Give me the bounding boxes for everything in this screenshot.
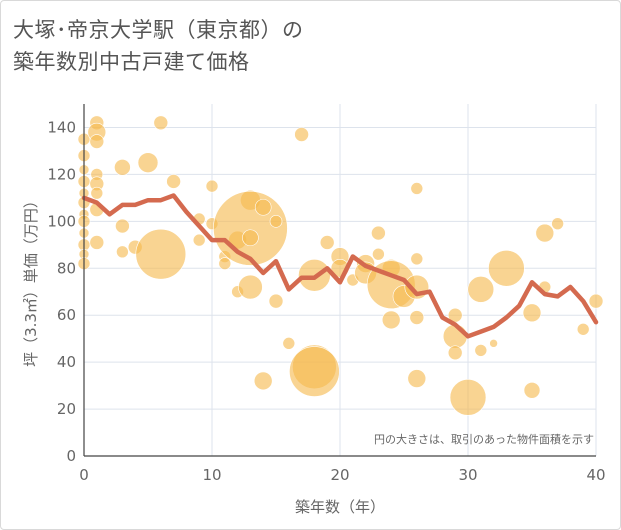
bubble-point [135,228,187,280]
bubble-point [551,217,564,230]
bubble-point [89,235,105,250]
bubble-point [371,225,386,241]
bubble-point [442,324,468,349]
chart-title-line2: 築年数別中古戸建て価格 [13,50,250,74]
axes [83,104,596,457]
y-tick-label: 40 [57,353,76,371]
bubble-point [535,223,555,243]
bubble-point [489,339,498,348]
bubble-point [242,229,259,247]
bubble-point [381,310,401,330]
bubble-point [294,127,309,142]
bubble-point [474,344,488,357]
x-tick-label: 30 [458,466,477,484]
bubble-point [289,346,340,397]
bubble-point [488,249,525,287]
y-tick-label: 80 [57,259,76,277]
y-tick-label: 100 [47,212,76,230]
chart-title: 大塚･帝京大学駅（東京都）の 築年数別中古戸建て価格 [13,14,573,78]
bubble-point [166,174,181,189]
bubble-point [407,369,427,388]
bubble-point [89,134,105,149]
average-price-line [81,193,599,339]
y-tick-label: 0 [66,447,76,465]
x-axis-label: 築年数（年） [295,498,385,516]
y-tick-label: 120 [47,165,76,183]
bubble-point [588,293,604,309]
bubble-point [114,159,131,176]
bubble-point [410,252,424,266]
x-tick-label: 20 [330,466,349,484]
x-tick-label: 0 [79,466,89,484]
bubble-point [576,322,590,336]
bubble-point [254,198,272,216]
bubble-point [238,274,263,300]
bubble-point [213,191,288,266]
bubble-point [116,245,129,259]
bubble-point [218,257,232,270]
bubble-size-note: 円の大きさは、取引のあった物件面積を示す [374,432,594,446]
bubble-point [523,381,541,399]
bubble-point [447,345,463,361]
tick-labels: 0 20 40 60 80 100 120 140 0 10 20 30 40 [47,118,605,484]
chart-title-line1: 大塚･帝京大学駅（東京都）の [13,18,304,42]
bubble-point [372,247,385,261]
bubble-point [449,379,487,416]
y-tick-label: 140 [47,118,76,136]
bubble-point [253,371,273,391]
bubble-point [319,235,335,250]
bubble-point [137,152,159,173]
bubble-point [409,310,425,325]
bubble-point [90,186,104,200]
bubble-point [115,218,130,234]
bubble-point [269,215,283,228]
bubble-point [410,182,424,195]
bubble-point [268,293,284,309]
bubble-point [282,337,296,350]
bubble-point [153,115,169,131]
bubble-point [192,233,206,247]
bubble-point [205,179,219,193]
bubble-point [467,276,495,303]
y-tick-label: 20 [57,400,76,418]
y-tick-label: 60 [57,306,76,324]
x-tick-label: 40 [586,466,605,484]
bubble-point [522,303,542,323]
x-tick-label: 10 [202,466,221,484]
y-axis-label: 坪（3.3㎡）単価（万円） [22,193,40,367]
